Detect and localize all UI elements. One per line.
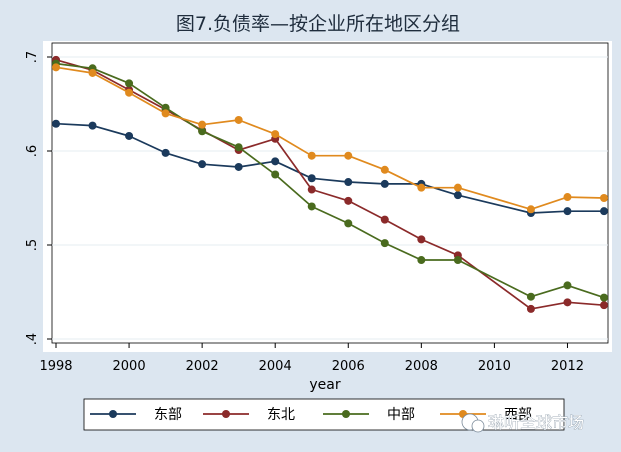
data-point [271, 130, 280, 139]
legend-item: 中部 [323, 407, 415, 423]
data-point [526, 292, 535, 301]
x-tick-label: 2000 [113, 359, 146, 374]
data-point [307, 185, 316, 194]
legend-marker [222, 410, 230, 418]
y-tick-label: .5 [25, 239, 40, 251]
data-point [125, 131, 134, 140]
data-point [307, 151, 316, 160]
data-point [271, 170, 280, 179]
legend-marker [109, 410, 117, 418]
data-point [417, 183, 426, 192]
data-point [161, 109, 170, 118]
wechat-icon-small-bubble [471, 419, 485, 433]
data-point [563, 298, 572, 307]
data-point [161, 148, 170, 157]
data-point [198, 120, 207, 129]
data-point [125, 88, 134, 97]
data-point [52, 63, 60, 72]
data-point [453, 183, 462, 192]
data-point [234, 162, 243, 171]
legend-item: 东部 [90, 407, 182, 423]
data-point [307, 202, 316, 211]
data-point [380, 165, 389, 174]
axes: .4 .5 .6 .7 1998 2000 2002 2004 2006 2008 2010 2012 [25, 51, 584, 374]
watermark-text: 琳听全球市场 [488, 413, 584, 432]
data-point [563, 207, 572, 216]
y-tick-label: .7 [25, 51, 40, 63]
data-point [380, 179, 389, 188]
data-point [453, 256, 462, 265]
legend-marker [342, 410, 350, 418]
x-axis-title: year [309, 377, 340, 393]
data-point [344, 151, 353, 160]
legend-label: 西部 [504, 407, 532, 423]
data-point [563, 281, 572, 290]
data-point [417, 235, 426, 244]
data-point [198, 160, 207, 169]
data-point [417, 256, 426, 265]
data-point [380, 239, 389, 248]
data-point [344, 178, 353, 187]
chart-title: 图7.负债率—按企业所在地区分组 [176, 13, 460, 35]
legend-item: 西部 [440, 407, 532, 423]
series-lines [52, 55, 608, 313]
data-point [307, 174, 316, 183]
data-point [125, 79, 134, 88]
data-point [344, 196, 353, 205]
data-point [88, 68, 97, 77]
x-tick-label: 1998 [39, 359, 72, 374]
x-tick-label: 2012 [551, 359, 584, 374]
data-point [453, 191, 462, 200]
data-point [380, 215, 389, 224]
x-tick-label: 2002 [186, 359, 219, 374]
grid-lines [52, 56, 608, 340]
data-point [563, 193, 572, 202]
legend-label: 东北 [267, 407, 295, 423]
series-4 [52, 63, 608, 214]
data-point [234, 143, 243, 152]
x-tick-label: 2006 [332, 359, 365, 374]
legend-label: 东部 [154, 407, 182, 423]
data-point [52, 119, 60, 128]
y-tick-label: .6 [25, 145, 40, 157]
x-tick-label: 2008 [405, 359, 438, 374]
data-point [526, 304, 535, 313]
data-point [600, 194, 608, 202]
data-point [526, 205, 535, 214]
data-point [600, 207, 608, 216]
data-point [600, 301, 608, 310]
data-point [344, 219, 353, 228]
data-point [234, 115, 243, 124]
data-point [88, 121, 97, 130]
x-tick-label: 2010 [478, 359, 511, 374]
legend-label: 中部 [387, 407, 415, 423]
legend-item: 东北 [203, 407, 295, 423]
series-3 [52, 59, 608, 302]
x-tick-label: 2004 [259, 359, 292, 374]
data-point [161, 103, 170, 112]
data-point [198, 127, 207, 136]
legend: 东部 东北 中部 西部 [90, 407, 532, 423]
y-tick-label: .4 [25, 333, 40, 345]
watermark: 琳听全球市场 [461, 413, 584, 433]
data-point [600, 293, 608, 302]
data-point [271, 157, 280, 166]
